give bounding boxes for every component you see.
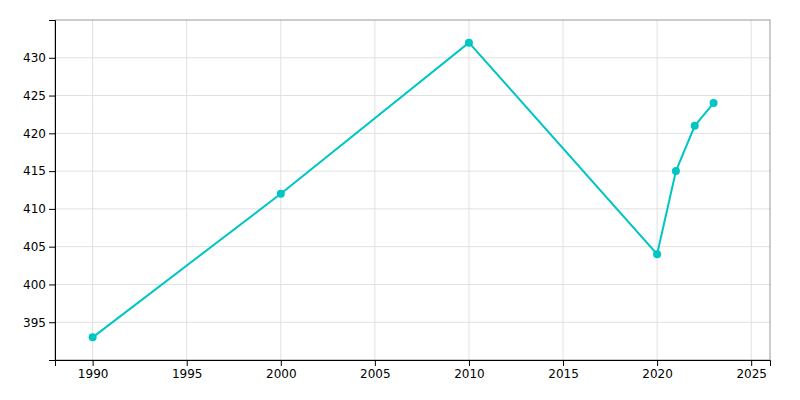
tick-label: 2020	[642, 367, 673, 381]
grid-line	[55, 322, 770, 323]
grid-line	[55, 171, 770, 172]
point	[710, 99, 718, 107]
tick: 430	[23, 51, 55, 65]
tick-mark	[49, 284, 55, 285]
tick-mark	[49, 133, 55, 134]
tick-label: 400	[23, 278, 46, 292]
tick-label: 430	[23, 51, 46, 65]
line	[93, 43, 714, 338]
point	[653, 250, 661, 258]
plot: 1990 1995 2000 2005 2010 2015 2020 2025 395 400 40…	[23, 20, 770, 381]
grid-line	[55, 95, 770, 96]
tick: 415	[23, 164, 55, 178]
tick-label: 425	[23, 89, 46, 103]
grid	[55, 20, 770, 360]
tick-mark	[563, 360, 564, 366]
point	[89, 333, 97, 341]
y-axis: 395 400 405 410 415 420 425 430	[23, 21, 55, 361]
tick: 400	[23, 278, 55, 292]
grid-line	[468, 20, 469, 360]
tick-mark	[93, 360, 94, 366]
tick: 2005	[360, 360, 391, 381]
grid-line	[657, 20, 658, 360]
grid-line	[55, 208, 770, 209]
tick-mark	[49, 171, 55, 172]
tick: 2025	[736, 360, 767, 381]
point	[672, 167, 680, 175]
chart: 1990 1995 2000 2005 2010 2015 2020 2025 395 400 40…	[0, 0, 800, 400]
tick-mark	[375, 360, 376, 366]
grid-line	[92, 20, 93, 360]
grid-line	[563, 20, 564, 360]
tick-mark	[49, 96, 55, 97]
tick-label: 2015	[548, 367, 579, 381]
axis-line	[49, 21, 56, 361]
axis-line	[56, 361, 771, 367]
tick: 1995	[172, 360, 203, 381]
tick: 425	[23, 89, 55, 103]
marks	[89, 39, 718, 342]
point	[465, 39, 473, 47]
tick-label: 2000	[266, 367, 297, 381]
grid-line	[751, 20, 752, 360]
grid-line	[55, 246, 770, 247]
tick-mark	[49, 58, 55, 59]
grid-line	[55, 133, 770, 134]
point	[691, 122, 699, 130]
x-axis: 1990 1995 2000 2005 2010 2015 2020 2025	[56, 360, 771, 381]
tick: 395	[23, 316, 55, 330]
tick: 2020	[642, 360, 673, 381]
tick: 405	[23, 240, 55, 254]
plot-frame	[55, 20, 770, 360]
tick-label: 1995	[172, 367, 203, 381]
tick-label: 410	[23, 202, 46, 216]
tick-label: 420	[23, 127, 46, 141]
tick-label: 2005	[360, 367, 391, 381]
grid-line	[55, 57, 770, 58]
tick-mark	[49, 247, 55, 248]
tick-mark	[469, 360, 470, 366]
tick: 1990	[78, 360, 109, 381]
tick-mark	[751, 360, 752, 366]
tick: 420	[23, 127, 55, 141]
tick: 2010	[454, 360, 485, 381]
tick-mark	[281, 360, 282, 366]
tick-label: 2010	[454, 367, 485, 381]
tick-mark	[49, 209, 55, 210]
tick-label: 1990	[78, 367, 109, 381]
tick-mark	[49, 322, 55, 323]
tick-mark	[187, 360, 188, 366]
tick: 2000	[266, 360, 297, 381]
tick: 2015	[548, 360, 579, 381]
grid-line	[374, 20, 375, 360]
grid-line	[186, 20, 187, 360]
tick-label: 395	[23, 316, 46, 330]
tick-label: 415	[23, 164, 46, 178]
tick-mark	[657, 360, 658, 366]
tick-label: 405	[23, 240, 46, 254]
tick-label: 2025	[736, 367, 767, 381]
tick: 410	[23, 202, 55, 216]
point	[277, 190, 285, 198]
